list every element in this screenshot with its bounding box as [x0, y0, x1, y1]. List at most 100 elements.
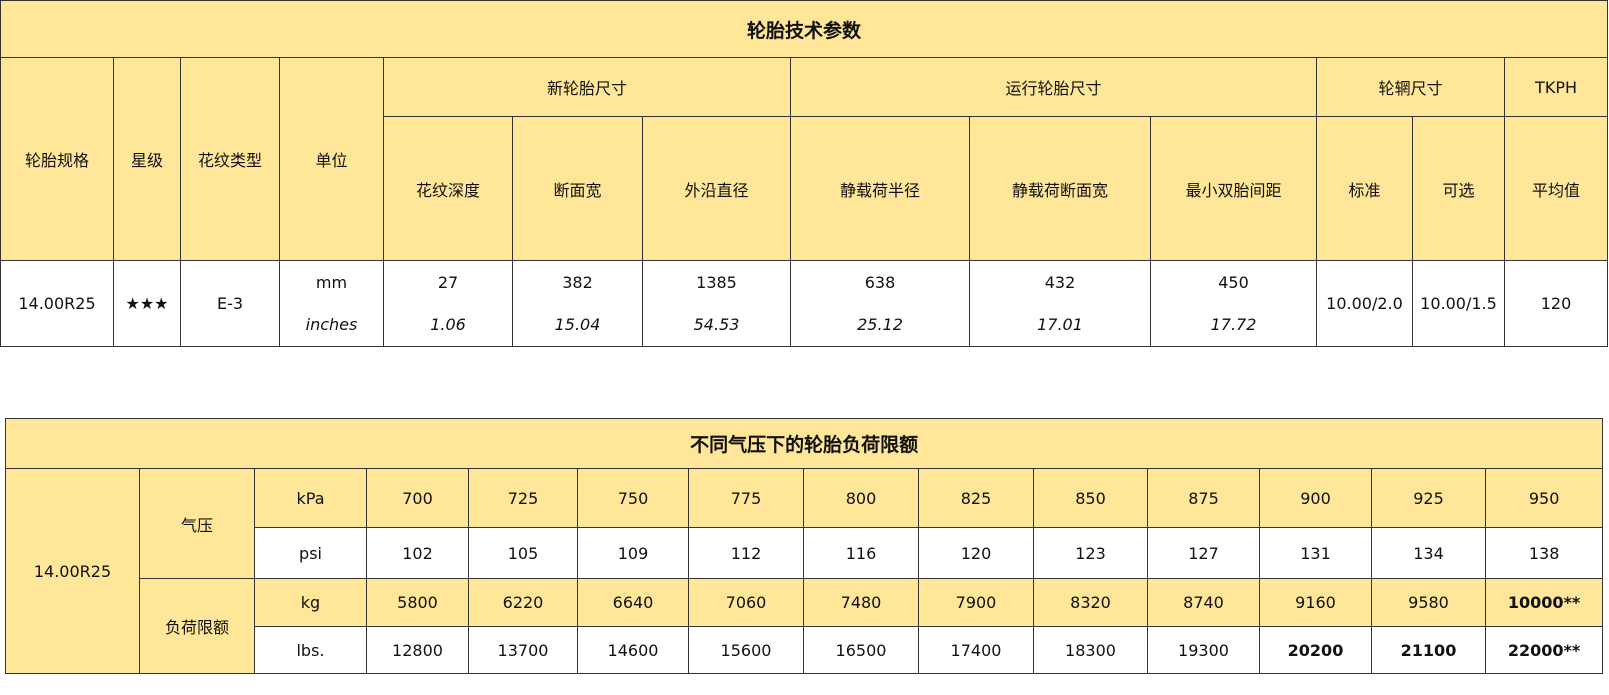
cell-static-loaded-width: 432 17.01 — [969, 260, 1151, 347]
header-star-rating: 星级 — [113, 57, 181, 261]
header-rim-standard: 标准 — [1316, 116, 1413, 261]
load-value-cell: 116 — [803, 527, 919, 579]
pressure-label: 气压 — [139, 468, 255, 579]
tire-spec-table: 轮胎技术参数 轮胎规格 星级 花纹类型 单位 新轮胎尺寸 运行轮胎尺寸 轮辋尺寸… — [0, 0, 1609, 347]
load-value-cell: 13700 — [468, 626, 578, 674]
load-value-cell: 22000** — [1484, 626, 1604, 674]
load-value-cell: 18300 — [1033, 626, 1148, 674]
value-inches: 15.04 — [554, 314, 601, 334]
load-value-cell: 700 — [366, 468, 469, 528]
value-mm: 450 — [1218, 272, 1249, 292]
value-mm: 382 — [562, 272, 593, 292]
load-row-lbs: lbs. 12800 13700 14600 15600 16500 17400 18300 1… — [6, 626, 1604, 674]
header-static-loaded-width: 静载荷断面宽 — [969, 116, 1151, 261]
header-new-tire-dims: 新轮胎尺寸 — [383, 57, 791, 117]
cell-rim-standard: 10.00/2.0 — [1316, 260, 1413, 347]
load-row-psi: psi 102 105 109 112 116 120 123 127 131 134 138 — [6, 527, 1604, 579]
unit-inches: inches — [305, 314, 358, 334]
load-value-cell: 134 — [1371, 527, 1486, 579]
header-running-tire-dims: 运行轮胎尺寸 — [790, 57, 1317, 117]
load-value-cell: 8740 — [1147, 578, 1260, 627]
unit-label: psi — [254, 527, 367, 579]
value-mm: 638 — [864, 272, 896, 292]
load-value-cell: 16500 — [803, 626, 919, 674]
load-tire-size: 14.00R25 — [5, 468, 140, 674]
header-tread-type: 花纹类型 — [180, 57, 280, 261]
value-inches: 17.72 — [1210, 314, 1257, 334]
cell-overall-diameter: 1385 54.53 — [642, 260, 791, 347]
cell-star-rating: ★★★ — [113, 260, 181, 347]
value-inches: 1.06 — [430, 314, 466, 334]
load-value-cell: 5800 — [366, 578, 469, 627]
header-rim-optional: 可选 — [1412, 116, 1505, 261]
cell-tire-size: 14.00R25 — [0, 260, 114, 347]
load-value-cell: 19300 — [1147, 626, 1260, 674]
load-value-cell: 6220 — [468, 578, 578, 627]
load-value-cell: 120 — [918, 527, 1034, 579]
value-inches: 25.12 — [857, 314, 903, 334]
load-value-cell: 12800 — [366, 626, 469, 674]
value-mm: 27 — [437, 272, 459, 292]
header-tkph-average: 平均值 — [1503, 116, 1609, 261]
header-overall-diameter: 外沿直径 — [642, 116, 791, 261]
load-value-cell: 9160 — [1259, 578, 1372, 627]
cell-unit: mm inches — [279, 260, 384, 347]
load-value-cell: 725 — [468, 468, 578, 528]
load-value-cell: 800 — [803, 468, 919, 528]
header-static-loaded-radius: 静载荷半径 — [790, 116, 970, 261]
value-inches: 54.53 — [693, 314, 740, 334]
load-value-cell: 138 — [1484, 527, 1604, 579]
load-value-cell: 15600 — [688, 626, 804, 674]
load-value-cell: 950 — [1484, 468, 1604, 528]
load-value-cell: 6640 — [577, 578, 689, 627]
unit-label: kPa — [254, 468, 367, 528]
unit-label: lbs. — [254, 626, 367, 674]
load-limit-label: 负荷限额 — [139, 578, 255, 674]
load-value-cell: 131 — [1259, 527, 1372, 579]
header-section-width: 断面宽 — [512, 116, 643, 261]
value-mm: 1385 — [696, 272, 737, 292]
load-value-cell: 102 — [366, 527, 469, 579]
load-row-kPa: 14.00R25 气压 kPa 700 725 750 775 800 825 850 875 900… — [5, 468, 1604, 674]
load-value-cell: 17400 — [918, 626, 1034, 674]
load-value-cell: 105 — [468, 527, 578, 579]
load-value-cell: 9580 — [1371, 578, 1486, 627]
load-value-cell: 112 — [688, 527, 804, 579]
load-value-cell: 750 — [577, 468, 689, 528]
load-value-cell: 7900 — [918, 578, 1034, 627]
load-row-kg: 负荷限额 kg 5800 6220 6640 7060 7480 7900 8320 8740 91… — [6, 578, 1604, 674]
load-value-cell: 123 — [1033, 527, 1148, 579]
load-value-cell: 8320 — [1033, 578, 1148, 627]
load-value-cell: 825 — [918, 468, 1034, 528]
header-tkph: TKPH — [1503, 57, 1609, 117]
header-min-dual-spacing: 最小双胎间距 — [1150, 116, 1317, 261]
load-value-cell: 10000** — [1484, 578, 1604, 627]
load-value-cell: 109 — [577, 527, 689, 579]
load-value-cell: 127 — [1147, 527, 1260, 579]
load-table-title: 不同气压下的轮胎负荷限额 — [4, 418, 1604, 469]
load-value-cell: 21100 — [1371, 626, 1486, 674]
load-value-cell: 775 — [688, 468, 804, 528]
header-rim-size: 轮辋尺寸 — [1316, 57, 1505, 117]
load-value-cell: 850 — [1033, 468, 1148, 528]
cell-tread-type: E-3 — [180, 260, 280, 347]
spec-table-title: 轮胎技术参数 — [0, 0, 1609, 58]
cell-static-loaded-radius: 638 25.12 — [790, 260, 970, 347]
load-value-cell: 20200 — [1259, 626, 1372, 674]
load-value-cell: 7060 — [688, 578, 804, 627]
header-tire-size: 轮胎规格 — [0, 57, 114, 261]
cell-rim-optional: 10.00/1.5 — [1412, 260, 1505, 347]
header-unit: 单位 — [279, 57, 384, 261]
load-value-cell: 875 — [1147, 468, 1260, 528]
load-value-cell: 925 — [1371, 468, 1486, 528]
cell-min-dual-spacing: 450 17.72 — [1150, 260, 1317, 347]
cell-tkph-average: 120 — [1503, 260, 1609, 347]
load-limit-table: 不同气压下的轮胎负荷限额 14.00R25 气压 kPa 700 725 750 775 80… — [4, 418, 1604, 674]
value-mm: 432 — [1044, 272, 1076, 292]
value-inches: 17.01 — [1037, 314, 1083, 334]
unit-mm: mm — [315, 272, 348, 292]
cell-tread-depth: 27 1.06 — [383, 260, 513, 347]
load-value-cell: 7480 — [803, 578, 919, 627]
cell-section-width: 382 15.04 — [512, 260, 643, 347]
load-value-cell: 900 — [1259, 468, 1372, 528]
